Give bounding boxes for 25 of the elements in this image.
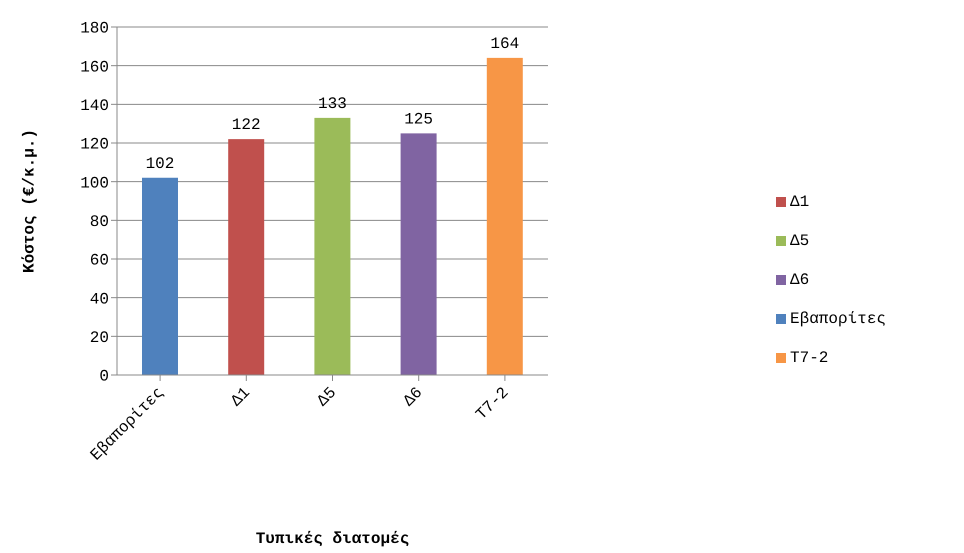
y-tick-label: 180	[80, 20, 109, 38]
data-label: 102	[146, 154, 174, 173]
legend-label: Δ6	[790, 271, 810, 289]
x-tick-label: Δ5	[314, 384, 340, 410]
x-axis-title: Τυπικές διατομές	[256, 530, 410, 548]
y-tick-label: 140	[80, 97, 109, 116]
x-tick-label: Δ6	[400, 384, 426, 410]
y-tick-label: 160	[80, 58, 109, 76]
data-label: 164	[490, 34, 520, 53]
y-tick-label: 100	[80, 174, 109, 192]
legend-label: Τ7-2	[790, 349, 828, 367]
y-tick-label: 40	[90, 290, 109, 308]
legend-label: Δ1	[790, 193, 810, 211]
data-label: 133	[318, 94, 347, 113]
y-tick-label: 20	[90, 329, 109, 348]
legend-label: Δ5	[790, 232, 810, 250]
y-tick-label: 80	[90, 213, 109, 232]
data-label: 122	[232, 116, 261, 134]
y-axis-title: Κόστος (€/κ.μ.)	[20, 128, 39, 274]
y-tick-label: 0	[99, 368, 109, 386]
y-tick-label: 120	[80, 136, 109, 154]
x-tick-label: Δ1	[228, 384, 254, 410]
data-label: 125	[404, 110, 434, 128]
y-tick-label: 60	[90, 252, 109, 270]
legend-label: Εβαπορίτες	[790, 310, 886, 328]
